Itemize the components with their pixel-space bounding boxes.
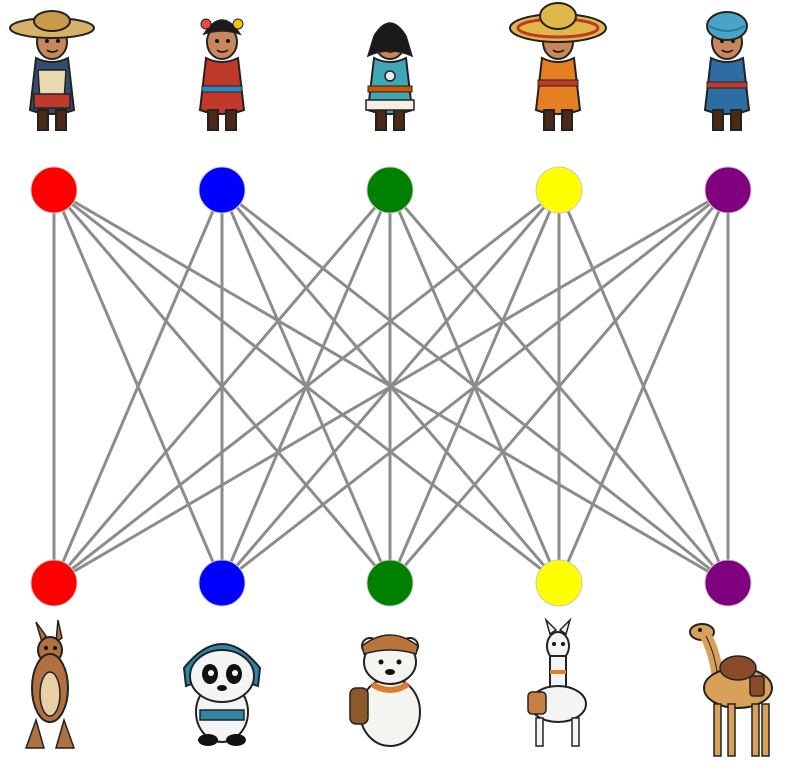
edges-layer bbox=[52, 188, 730, 585]
polar-bear-icon bbox=[349, 634, 421, 747]
camel-icon bbox=[689, 623, 773, 757]
edge-t5-b1 bbox=[52, 188, 730, 585]
bottom-node-2 bbox=[198, 559, 246, 607]
bottom-node-5 bbox=[704, 559, 752, 607]
bottom-node-1 bbox=[30, 559, 78, 607]
edge-t4-b1 bbox=[52, 188, 561, 585]
bottom-node-4 bbox=[535, 559, 583, 607]
edge-t3-b1 bbox=[52, 188, 392, 585]
child-sombrero-icon bbox=[509, 2, 607, 131]
edge-t2-b1 bbox=[52, 188, 224, 585]
nodes-layer bbox=[30, 166, 752, 607]
child-red-traditional-dress-icon bbox=[199, 18, 245, 131]
top-node-4 bbox=[535, 166, 583, 214]
llama-icon bbox=[527, 617, 587, 747]
child-blue-fur-trimmed-coat-icon bbox=[365, 22, 415, 131]
top-node-2 bbox=[198, 166, 246, 214]
edge-t5-b3 bbox=[388, 188, 730, 585]
kangaroo-icon bbox=[24, 619, 76, 749]
top-node-3 bbox=[366, 166, 414, 214]
child-blue-turban-icon bbox=[704, 11, 750, 131]
edge-t5-b2 bbox=[220, 188, 730, 585]
child-wide-brim-hat-vest-icon bbox=[9, 10, 95, 131]
top-node-5 bbox=[704, 166, 752, 214]
top-node-1 bbox=[30, 166, 78, 214]
edge-t5-b4 bbox=[557, 188, 730, 585]
bottom-node-3 bbox=[366, 559, 414, 607]
panda-icon bbox=[182, 643, 262, 746]
